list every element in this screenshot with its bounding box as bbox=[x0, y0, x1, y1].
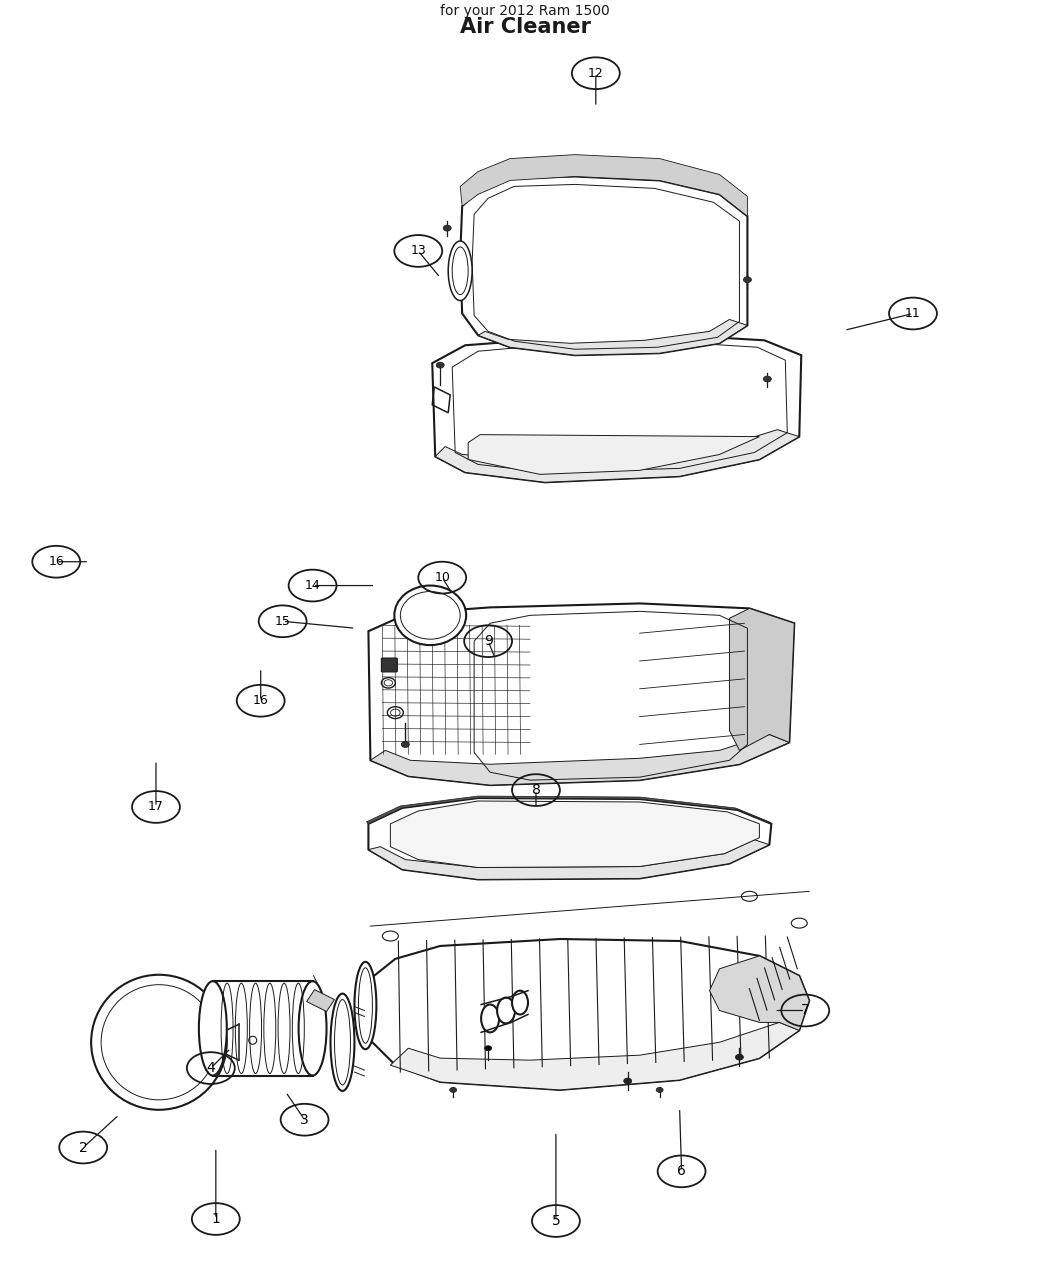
Ellipse shape bbox=[481, 1005, 499, 1033]
Text: for your 2012 Ram 1500: for your 2012 Ram 1500 bbox=[440, 4, 610, 18]
Text: 6: 6 bbox=[677, 1164, 686, 1178]
Polygon shape bbox=[436, 430, 799, 482]
Polygon shape bbox=[371, 734, 790, 785]
Ellipse shape bbox=[735, 1054, 743, 1060]
Ellipse shape bbox=[331, 993, 355, 1091]
Text: 1: 1 bbox=[211, 1213, 220, 1227]
Text: 15: 15 bbox=[275, 615, 291, 627]
Polygon shape bbox=[391, 1023, 799, 1090]
FancyBboxPatch shape bbox=[381, 658, 397, 672]
Ellipse shape bbox=[449, 1088, 457, 1093]
Text: 11: 11 bbox=[905, 307, 921, 320]
Ellipse shape bbox=[298, 982, 327, 1076]
Ellipse shape bbox=[512, 991, 528, 1015]
Text: 16: 16 bbox=[48, 555, 64, 569]
Polygon shape bbox=[710, 956, 810, 1030]
Ellipse shape bbox=[395, 585, 466, 645]
Polygon shape bbox=[433, 335, 801, 482]
Ellipse shape bbox=[763, 376, 772, 382]
Polygon shape bbox=[391, 801, 759, 867]
Polygon shape bbox=[369, 840, 770, 880]
Text: 14: 14 bbox=[304, 579, 320, 592]
Text: 3: 3 bbox=[300, 1113, 309, 1127]
Text: 13: 13 bbox=[411, 245, 426, 258]
Text: Air Cleaner: Air Cleaner bbox=[460, 18, 590, 37]
Text: 12: 12 bbox=[588, 66, 604, 80]
Text: 4: 4 bbox=[207, 1061, 215, 1075]
Polygon shape bbox=[360, 938, 810, 1090]
Ellipse shape bbox=[401, 742, 410, 747]
Polygon shape bbox=[478, 320, 748, 356]
Polygon shape bbox=[730, 608, 794, 751]
Ellipse shape bbox=[198, 982, 227, 1076]
Text: 2: 2 bbox=[79, 1141, 87, 1155]
Ellipse shape bbox=[355, 961, 376, 1049]
Ellipse shape bbox=[436, 362, 444, 368]
Ellipse shape bbox=[443, 226, 452, 231]
Polygon shape bbox=[460, 176, 748, 356]
Text: 7: 7 bbox=[801, 1003, 810, 1017]
Text: 8: 8 bbox=[531, 783, 541, 797]
Polygon shape bbox=[369, 798, 772, 880]
Ellipse shape bbox=[497, 997, 516, 1024]
Text: 16: 16 bbox=[253, 694, 269, 708]
Polygon shape bbox=[366, 796, 772, 824]
Ellipse shape bbox=[624, 1079, 632, 1084]
Text: 9: 9 bbox=[484, 634, 492, 648]
Ellipse shape bbox=[485, 1046, 491, 1051]
Polygon shape bbox=[460, 154, 748, 217]
Ellipse shape bbox=[743, 277, 752, 283]
Polygon shape bbox=[468, 435, 759, 474]
Ellipse shape bbox=[656, 1088, 664, 1093]
Text: 10: 10 bbox=[435, 571, 450, 584]
Text: 5: 5 bbox=[551, 1214, 561, 1228]
Ellipse shape bbox=[448, 241, 472, 301]
Polygon shape bbox=[369, 603, 794, 785]
Polygon shape bbox=[307, 989, 335, 1011]
Text: 17: 17 bbox=[148, 801, 164, 813]
